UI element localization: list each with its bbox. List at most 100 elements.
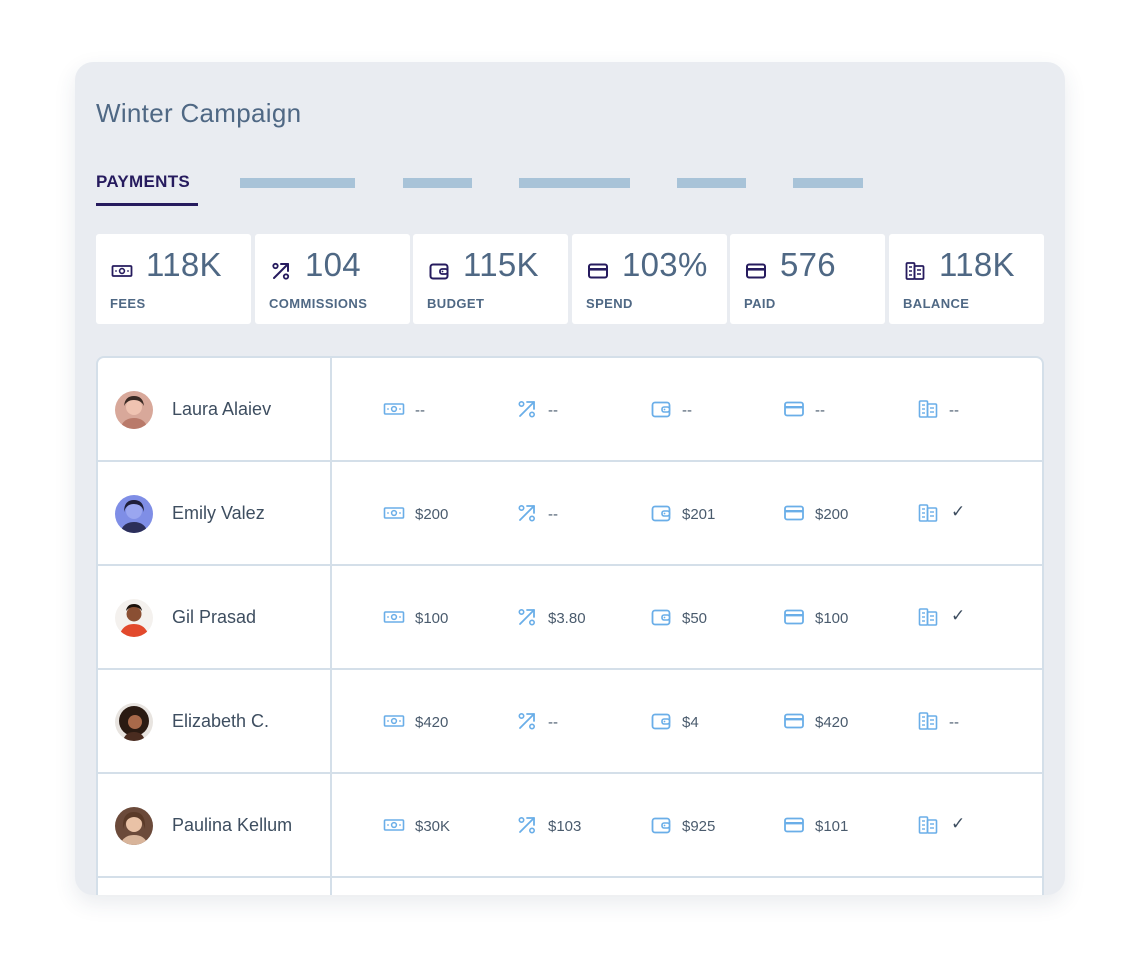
stat-value: 115K [463,246,539,283]
row-divider [98,876,1042,878]
spend-value: $200 [815,506,849,523]
payments-table: Laura Alaiev -- -- -- -- -- [96,356,1044,895]
paid-check-icon: ✓ [951,606,966,625]
avatar [115,391,153,429]
row-divider [98,668,1042,670]
card-icon [784,713,804,729]
stat-label: SPEND [586,296,633,311]
table-row[interactable]: Emily Valez $200 -- $201 $200 ✓ [98,462,1042,566]
payee-name[interactable]: Emily Valez [172,503,265,523]
stat-card-spend: 103% SPEND [572,234,727,324]
commissions-value: -- [548,402,558,419]
spend-value: $420 [815,714,849,731]
stat-label: BALANCE [903,296,970,311]
card-icon [588,263,608,279]
avatar [115,495,153,533]
tab-placeholder[interactable] [793,178,863,188]
payee-name[interactable]: Elizabeth C. [172,711,270,731]
fees-value: $30K [415,818,451,835]
payee-name[interactable]: Gil Prasad [172,607,257,627]
stat-label: BUDGET [427,296,485,311]
balance-value: -- [949,714,959,731]
avatar [115,703,153,741]
paid-check-icon: ✓ [951,502,966,521]
tab-placeholder[interactable] [519,178,630,188]
fees-value: $420 [415,714,449,731]
stat-label: FEES [110,296,146,311]
avatar [115,807,153,845]
cash-icon [111,265,133,277]
wallet-icon [429,263,449,280]
stat-card-paid: 576 PAID [730,234,885,324]
payee-name[interactable]: Laura Alaiev [172,399,272,419]
tab-payments[interactable]: PAYMENTS [96,172,191,191]
tab-placeholder[interactable] [240,178,355,188]
percent-icon [518,608,536,626]
balance-value: -- [949,402,959,419]
campaign-card: Winter Campaign PAYMENTS 118K FEES 104 C… [75,62,1065,895]
ledger-icon [918,504,938,522]
percent-icon [518,816,536,834]
cash-icon [383,819,405,831]
card-icon [784,609,804,625]
budget-value: $4 [682,714,699,731]
table-row[interactable]: Laura Alaiev -- -- -- -- -- [98,358,1042,462]
commissions-value: $103 [548,818,582,835]
wallet-icon [651,713,671,730]
ledger-icon [918,400,938,418]
stat-value: 118K [939,246,1015,283]
cash-icon [383,715,405,727]
paid-check-icon: ✓ [951,814,966,833]
wallet-icon [651,609,671,626]
fees-value: $100 [415,610,449,627]
payee-name[interactable]: Paulina Kellum [172,815,293,835]
budget-value: $201 [682,506,716,523]
stat-card-commissions: 104 COMMISSIONS [255,234,410,324]
percent-icon [518,400,536,418]
stat-value: 118K [146,246,222,283]
ledger-icon [918,608,938,626]
stat-card-fees: 118K FEES [96,234,251,324]
spend-value: $101 [815,818,849,835]
ledger-icon [918,816,938,834]
commissions-value: $3.80 [548,610,586,627]
fees-value: $200 [415,506,449,523]
cash-icon [383,507,405,519]
table-row[interactable]: Gil Prasad $100 $3.80 $50 $100 ✓ [98,566,1042,670]
row-divider [98,460,1042,462]
ledger-icon [918,712,938,730]
stat-label: COMMISSIONS [269,296,368,311]
tab-placeholder[interactable] [403,178,472,188]
row-divider [98,772,1042,774]
card-icon [784,505,804,521]
card-icon [746,263,766,279]
card-icon [784,401,804,417]
column-divider [330,358,332,895]
fees-value: -- [415,402,425,419]
card-icon [784,817,804,833]
percent-icon [518,504,536,522]
wallet-icon [651,817,671,834]
stat-label: PAID [744,296,776,311]
table-row[interactable]: Paulina Kellum $30K $103 $925 $101 ✓ [98,774,1042,878]
commissions-value: -- [548,714,558,731]
budget-value: $50 [682,610,708,627]
spend-value: $100 [815,610,849,627]
spend-value: -- [815,402,825,419]
budget-value: -- [682,402,692,419]
avatar [115,599,153,637]
table-row[interactable]: Elizabeth C. $420 -- $4 $420 -- [98,670,1042,774]
commissions-value: -- [548,506,558,523]
wallet-icon [651,505,671,522]
percent-icon [272,262,290,280]
budget-value: $925 [682,818,716,835]
percent-icon [518,712,536,730]
stat-value: 103% [622,246,708,283]
cash-icon [383,403,405,415]
wallet-icon [651,401,671,418]
tab-placeholder[interactable] [677,178,746,188]
page-title: Winter Campaign [96,98,302,128]
stat-card-balance: 118K BALANCE [889,234,1044,324]
cash-icon [383,611,405,623]
stat-value: 576 [780,246,836,283]
